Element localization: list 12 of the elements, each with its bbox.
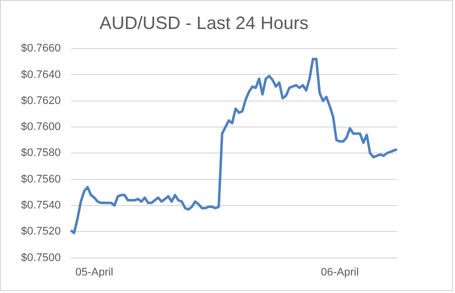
y-tick-label: $0.7640	[20, 68, 61, 81]
y-tick-label: $0.7580	[20, 147, 61, 160]
y-tick-label: $0.7540	[20, 200, 61, 212]
x-tick-label: 06-April	[320, 266, 359, 278]
x-tick-label: 05-April	[75, 266, 114, 278]
y-tick-label: $0.7560	[20, 173, 61, 186]
y-tick-label: $0.7520	[20, 226, 61, 238]
y-tick-label: $0.7660	[20, 42, 61, 55]
chart-title: AUD/USD - Last 24 Hours	[99, 12, 309, 33]
y-tick-label: $0.7500	[20, 252, 61, 264]
y-tick-label: $0.7600	[20, 121, 61, 134]
y-tick-label: $0.7620	[20, 94, 61, 107]
